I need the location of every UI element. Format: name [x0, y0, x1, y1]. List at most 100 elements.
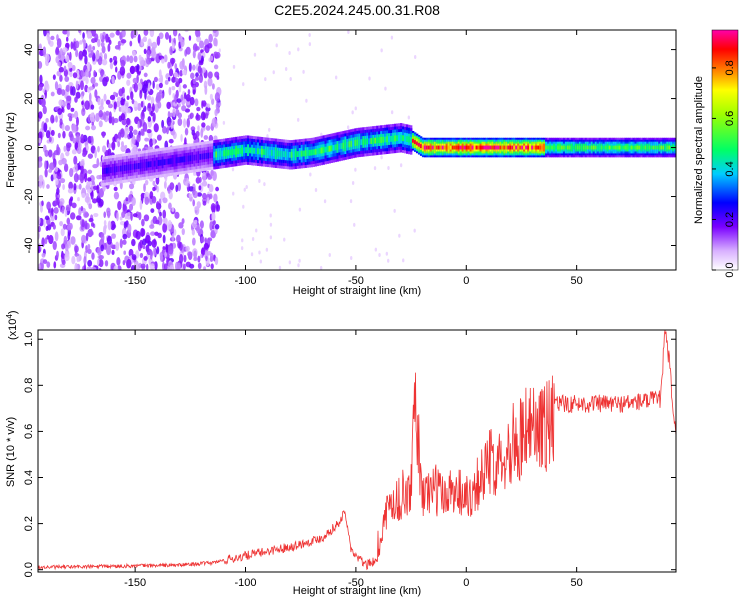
spectrogram-ridge-cell — [239, 148, 242, 154]
spectrogram-ridge-cell — [632, 145, 635, 150]
spectrogram-ridge-cell — [219, 150, 222, 157]
spectrogram-noise-cell — [402, 258, 405, 263]
spectrogram-noise-cell — [126, 95, 130, 101]
spectrogram-noise-cell — [171, 207, 175, 212]
spectrogram-noise-cell — [98, 120, 103, 128]
snr-y-scale-label: (x104) — [5, 310, 19, 340]
spectrogram-noise-cell — [85, 144, 89, 152]
spectrogram-noise-cell — [48, 208, 51, 214]
spectrogram-noise-cell — [140, 111, 145, 121]
spectrogram-noise-cell — [162, 209, 167, 219]
spectrogram-ridge-cell — [336, 144, 339, 150]
spectrogram-noise-cell — [54, 166, 59, 172]
spectrogram-noise-cell — [53, 261, 57, 269]
spectrogram-noise-cell — [84, 212, 90, 218]
spectrogram-ridge-cell — [253, 147, 256, 154]
spectrogram-noise-cell — [139, 200, 143, 211]
spectrogram-ridge-cell — [175, 157, 178, 164]
spectrogram-noise-cell — [152, 180, 156, 186]
spectrogram-noise-cell — [59, 47, 63, 56]
spectrogram-y-ticks: -40 -20 0 20 40 — [23, 43, 676, 253]
spectrogram-noise-cell — [65, 42, 70, 49]
spectrogram-noise-cell — [38, 180, 43, 189]
spectrogram-noise-cell — [188, 186, 194, 192]
spectrogram-noise-cell — [87, 153, 94, 159]
spectrogram-noise-cell — [196, 201, 201, 209]
spectrogram-noise-cell — [353, 222, 356, 227]
spectrogram-noise-cell — [387, 165, 390, 170]
spectrogram-ridge-cell — [622, 145, 625, 150]
spectrogram-noise-cell — [174, 261, 179, 270]
spectrogram-ridge-cell — [117, 165, 121, 172]
spectrogram-ridge-cell — [262, 148, 266, 155]
spectrogram-noise-cell — [38, 84, 43, 91]
spectrogram-noise-cell — [109, 62, 113, 70]
spectrogram-ridge-cell — [447, 145, 451, 150]
spectrogram-ridge-cell — [302, 150, 306, 157]
spectrogram-noise-cell — [189, 96, 195, 106]
spectrogram-ridge-cell — [268, 149, 272, 156]
spectrogram-ridge-cell — [568, 145, 572, 150]
spectrogram-ridge-cell — [141, 162, 145, 169]
spectrogram-noise-cell — [121, 211, 126, 218]
spectrogram-noise-cell — [74, 245, 79, 253]
spectrogram-noise-cell — [179, 60, 185, 70]
snr-series — [38, 330, 676, 571]
snr-panel: -150 -100 -50 0 50 0.0 0.2 0.4 0.6 0.8 1.0 Height… — [5, 310, 677, 597]
spectrogram-noise-cell — [44, 237, 48, 245]
spectrogram-noise-cell — [44, 149, 49, 158]
spectrogram-noise-cell — [150, 208, 155, 213]
spectrogram-noise-cell — [108, 39, 112, 45]
spectrogram-noise-cell — [189, 263, 195, 269]
spectrogram-noise-cell — [41, 252, 46, 258]
spectrogram-noise-cell — [56, 250, 59, 259]
spectrogram-noise-cell — [91, 252, 95, 260]
spectrogram-noise-cell — [87, 259, 93, 267]
spectrogram-noise-cell — [209, 221, 213, 231]
spectrogram-ridge-cell — [437, 145, 441, 150]
spectrogram-noise-cell — [169, 182, 175, 191]
spectrogram-ridge-cell — [256, 148, 260, 155]
spectrogram-noise-cell — [122, 260, 126, 266]
spectrogram-ridge-cell — [572, 145, 576, 150]
spectrogram-noise-cell — [167, 61, 171, 69]
spectrogram-noise-cell — [140, 128, 145, 136]
spectrogram-noise-cell — [130, 265, 136, 270]
spectrogram-ridge-cell — [121, 165, 125, 172]
spectrogram-noise-cell — [142, 245, 146, 250]
spectrogram-noise-cell — [38, 174, 44, 183]
spectrogram-noise-cell — [115, 30, 120, 36]
spectrogram-ridge-cell — [352, 140, 355, 147]
spectrogram-noise-cell — [194, 30, 201, 37]
spectrogram-noise-cell — [201, 122, 206, 128]
spectrogram-noise-cell — [72, 137, 77, 144]
spectrogram-noise-cell — [88, 203, 93, 210]
spectrogram-noise-cell — [90, 125, 96, 131]
spectrogram-noise-cell — [263, 182, 266, 187]
spectrogram-noise-cell — [81, 91, 85, 96]
spectrogram-noise-cell — [152, 137, 156, 146]
spectrogram-noise-cell — [56, 38, 62, 49]
spectrogram-ridge-cell — [495, 145, 498, 150]
spectrogram-noise-cell — [351, 110, 354, 115]
spectrogram-noise-cell — [74, 262, 78, 270]
spectrogram-noise-cell — [70, 212, 76, 220]
spectrogram-noise-cell — [241, 238, 244, 243]
spectrogram-y-tick-label: 0 — [23, 144, 35, 150]
spectrogram-noise-cell — [66, 102, 71, 110]
spectrogram-ridge-cell — [421, 145, 425, 150]
spectrogram-noise-cell — [75, 49, 79, 58]
spectrogram-noise-cell — [240, 246, 244, 251]
spectrogram-noise-cell — [75, 80, 79, 90]
spectrogram-noise-cell — [210, 55, 214, 62]
spectrogram-noise-cell — [90, 222, 95, 227]
spectrogram-noise-cell — [38, 160, 43, 168]
spectrogram-ridge-cell — [497, 145, 500, 150]
spectrogram-noise-cell — [138, 211, 142, 221]
spectrogram-noise-cell — [162, 126, 167, 134]
spectrogram-ridge-cell — [360, 139, 363, 146]
spectrogram-noise-cell — [297, 263, 300, 268]
spectrogram-ridge-cell — [471, 145, 474, 150]
spectrogram-noise-cell — [155, 178, 160, 183]
spectrogram-noise-cell — [175, 184, 179, 193]
